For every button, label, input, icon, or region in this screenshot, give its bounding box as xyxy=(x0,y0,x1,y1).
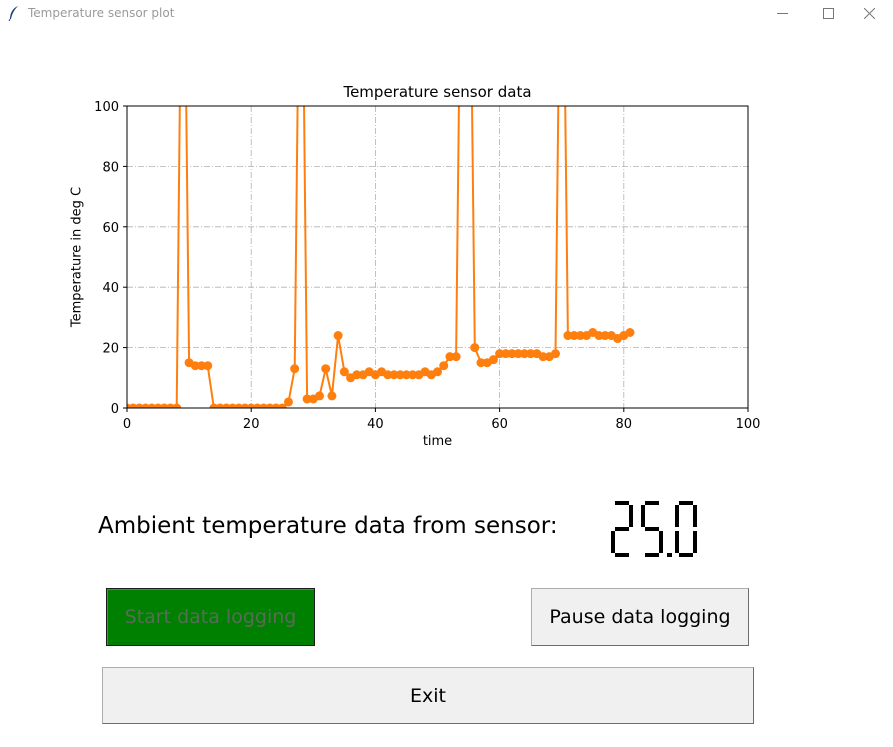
segment xyxy=(667,553,672,557)
x-tick-label: 20 xyxy=(243,417,260,432)
series-line xyxy=(127,106,631,408)
data-point xyxy=(507,349,517,359)
minimize-icon xyxy=(777,13,788,14)
seven-segment-display xyxy=(611,501,697,557)
data-point xyxy=(600,331,610,341)
segment xyxy=(611,531,615,553)
data-point xyxy=(488,355,498,365)
segment xyxy=(645,553,659,557)
data-point xyxy=(513,349,523,359)
ambient-temperature-label: Ambient temperature data from sensor: xyxy=(98,513,558,539)
segment xyxy=(675,531,679,553)
segment xyxy=(615,527,629,531)
data-point xyxy=(401,370,411,380)
data-point xyxy=(315,391,325,401)
data-point xyxy=(408,370,418,380)
pause-logging-button[interactable]: Pause data logging xyxy=(531,588,749,646)
segment xyxy=(629,505,633,527)
segment xyxy=(679,553,693,557)
data-point xyxy=(439,361,449,371)
y-tick-label: 0 xyxy=(111,402,119,417)
data-point xyxy=(302,394,312,404)
data-point xyxy=(283,397,293,407)
chart-title: Temperature sensor data xyxy=(343,83,532,101)
y-tick-label: 60 xyxy=(102,221,119,236)
y-axis-label: Temperature in deg C xyxy=(69,186,85,328)
y-tick-label: 20 xyxy=(102,342,119,357)
exit-button[interactable]: Exit xyxy=(102,667,754,724)
data-point xyxy=(470,343,480,353)
data-point xyxy=(575,331,585,341)
x-axis-label: time xyxy=(422,434,453,449)
y-tick-label: 80 xyxy=(102,160,119,175)
data-point xyxy=(538,352,548,362)
segment xyxy=(645,527,659,531)
data-point xyxy=(519,349,529,359)
data-point xyxy=(395,370,405,380)
x-tick-label: 60 xyxy=(491,417,508,432)
segment xyxy=(641,505,645,527)
y-tick-label: 100 xyxy=(94,100,119,115)
segment xyxy=(679,501,693,505)
data-point xyxy=(327,391,337,401)
segment xyxy=(675,505,679,527)
data-point xyxy=(526,349,536,359)
data-point xyxy=(594,331,604,341)
close-button[interactable] xyxy=(847,0,893,27)
data-point xyxy=(445,352,455,362)
data-point xyxy=(563,331,573,341)
data-point xyxy=(550,349,560,359)
data-point xyxy=(203,361,213,371)
maximize-button[interactable] xyxy=(806,0,852,27)
data-point xyxy=(352,370,362,380)
segment xyxy=(645,501,659,505)
data-point xyxy=(433,367,442,377)
maximize-icon xyxy=(823,8,834,19)
feather-icon xyxy=(8,6,18,21)
data-point xyxy=(389,370,399,380)
segment xyxy=(659,531,663,553)
x-tick-label: 0 xyxy=(123,417,131,432)
segment xyxy=(693,531,697,553)
title-bar: Temperature sensor plot xyxy=(0,0,893,27)
x-tick-label: 100 xyxy=(736,417,761,432)
x-tick-label: 80 xyxy=(616,417,633,432)
data-point xyxy=(333,331,343,341)
data-point xyxy=(451,352,461,362)
data-point xyxy=(501,349,511,359)
data-point xyxy=(383,370,393,380)
x-tick-label: 40 xyxy=(367,417,384,432)
temperature-chart: 0 20 40 60 80 100 0 20 40 60 80 100 xyxy=(94,100,761,432)
start-logging-button[interactable]: Start data logging xyxy=(106,588,315,646)
data-point xyxy=(625,328,635,337)
data-point xyxy=(190,361,200,371)
plot-frame xyxy=(126,105,749,409)
window-title: Temperature sensor plot xyxy=(28,6,175,20)
data-point xyxy=(197,361,207,371)
close-icon xyxy=(864,8,875,19)
series-group xyxy=(127,106,635,408)
segment xyxy=(615,501,629,505)
data-point xyxy=(476,358,486,368)
data-point xyxy=(569,331,579,341)
data-point xyxy=(277,403,287,408)
segment xyxy=(615,553,629,557)
data-point xyxy=(172,403,182,408)
data-point xyxy=(339,367,349,377)
minimize-button[interactable] xyxy=(760,0,806,27)
data-point xyxy=(495,349,505,359)
segment xyxy=(693,505,697,527)
data-point xyxy=(321,364,331,374)
data-point xyxy=(290,364,300,374)
y-tick-label: 40 xyxy=(102,281,119,296)
